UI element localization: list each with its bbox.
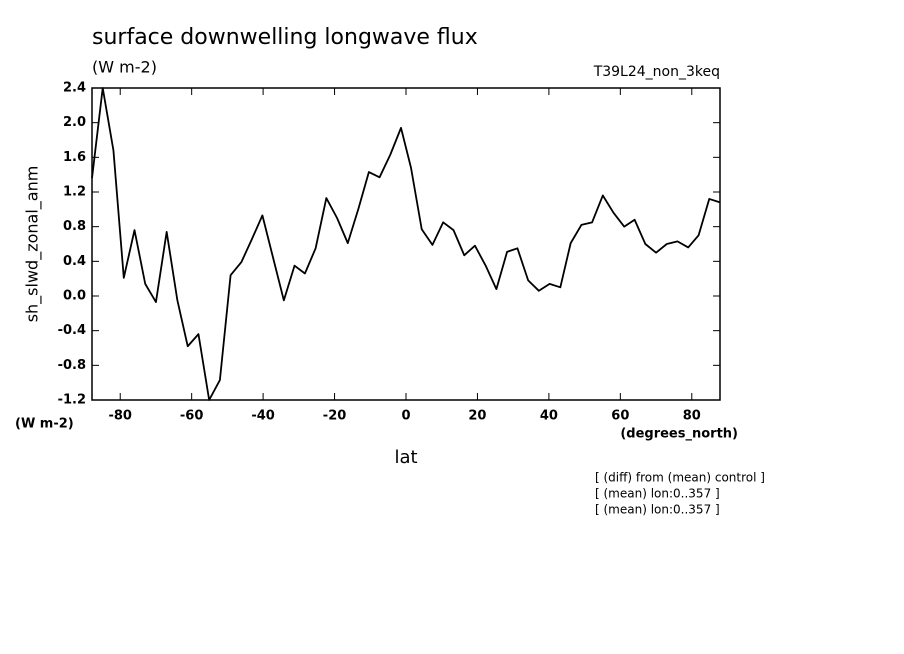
note: [ (mean) lon:0..357 ] <box>595 487 720 501</box>
y-tick-label: -0.8 <box>58 358 86 373</box>
x-units: (degrees_north) <box>620 427 738 442</box>
y-tick-label: 2.4 <box>63 81 86 96</box>
y-tick-label: 2.0 <box>63 115 86 130</box>
chart-title: surface downwelling longwave flux <box>92 25 478 50</box>
run-label: T39L24_non_3keq <box>593 64 720 80</box>
y-tick-label: 0.0 <box>63 289 86 304</box>
y-axis-label: sh_slwd_zonal_anm <box>23 166 43 323</box>
chart-subtitle: (W m-2) <box>92 58 157 77</box>
x-tick-label: -80 <box>108 409 132 424</box>
note: [ (diff) from (mean) control ] <box>595 471 765 485</box>
x-tick-label: -60 <box>180 409 204 424</box>
x-tick-label: -40 <box>251 409 275 424</box>
y-tick-label: 1.6 <box>63 150 86 165</box>
x-tick-label: 60 <box>611 409 629 424</box>
plot-frame <box>91 87 721 401</box>
x-tick-label: 80 <box>683 409 701 424</box>
y-tick-label: -0.4 <box>58 323 86 338</box>
y-tick-label: -1.2 <box>58 393 86 408</box>
x-tick-label: 0 <box>401 409 410 424</box>
x-axis-label: lat <box>394 447 417 468</box>
x-tick-label: -20 <box>323 409 347 424</box>
data-line <box>91 87 721 401</box>
y-units: (W m-2) <box>15 417 74 432</box>
y-tick-label: 0.4 <box>63 254 86 269</box>
note: [ (mean) lon:0..357 ] <box>595 503 720 517</box>
x-tick-label: 20 <box>468 409 486 424</box>
y-tick-label: 1.2 <box>63 185 86 200</box>
y-tick-label: 0.8 <box>63 219 86 234</box>
x-tick-label: 40 <box>540 409 558 424</box>
